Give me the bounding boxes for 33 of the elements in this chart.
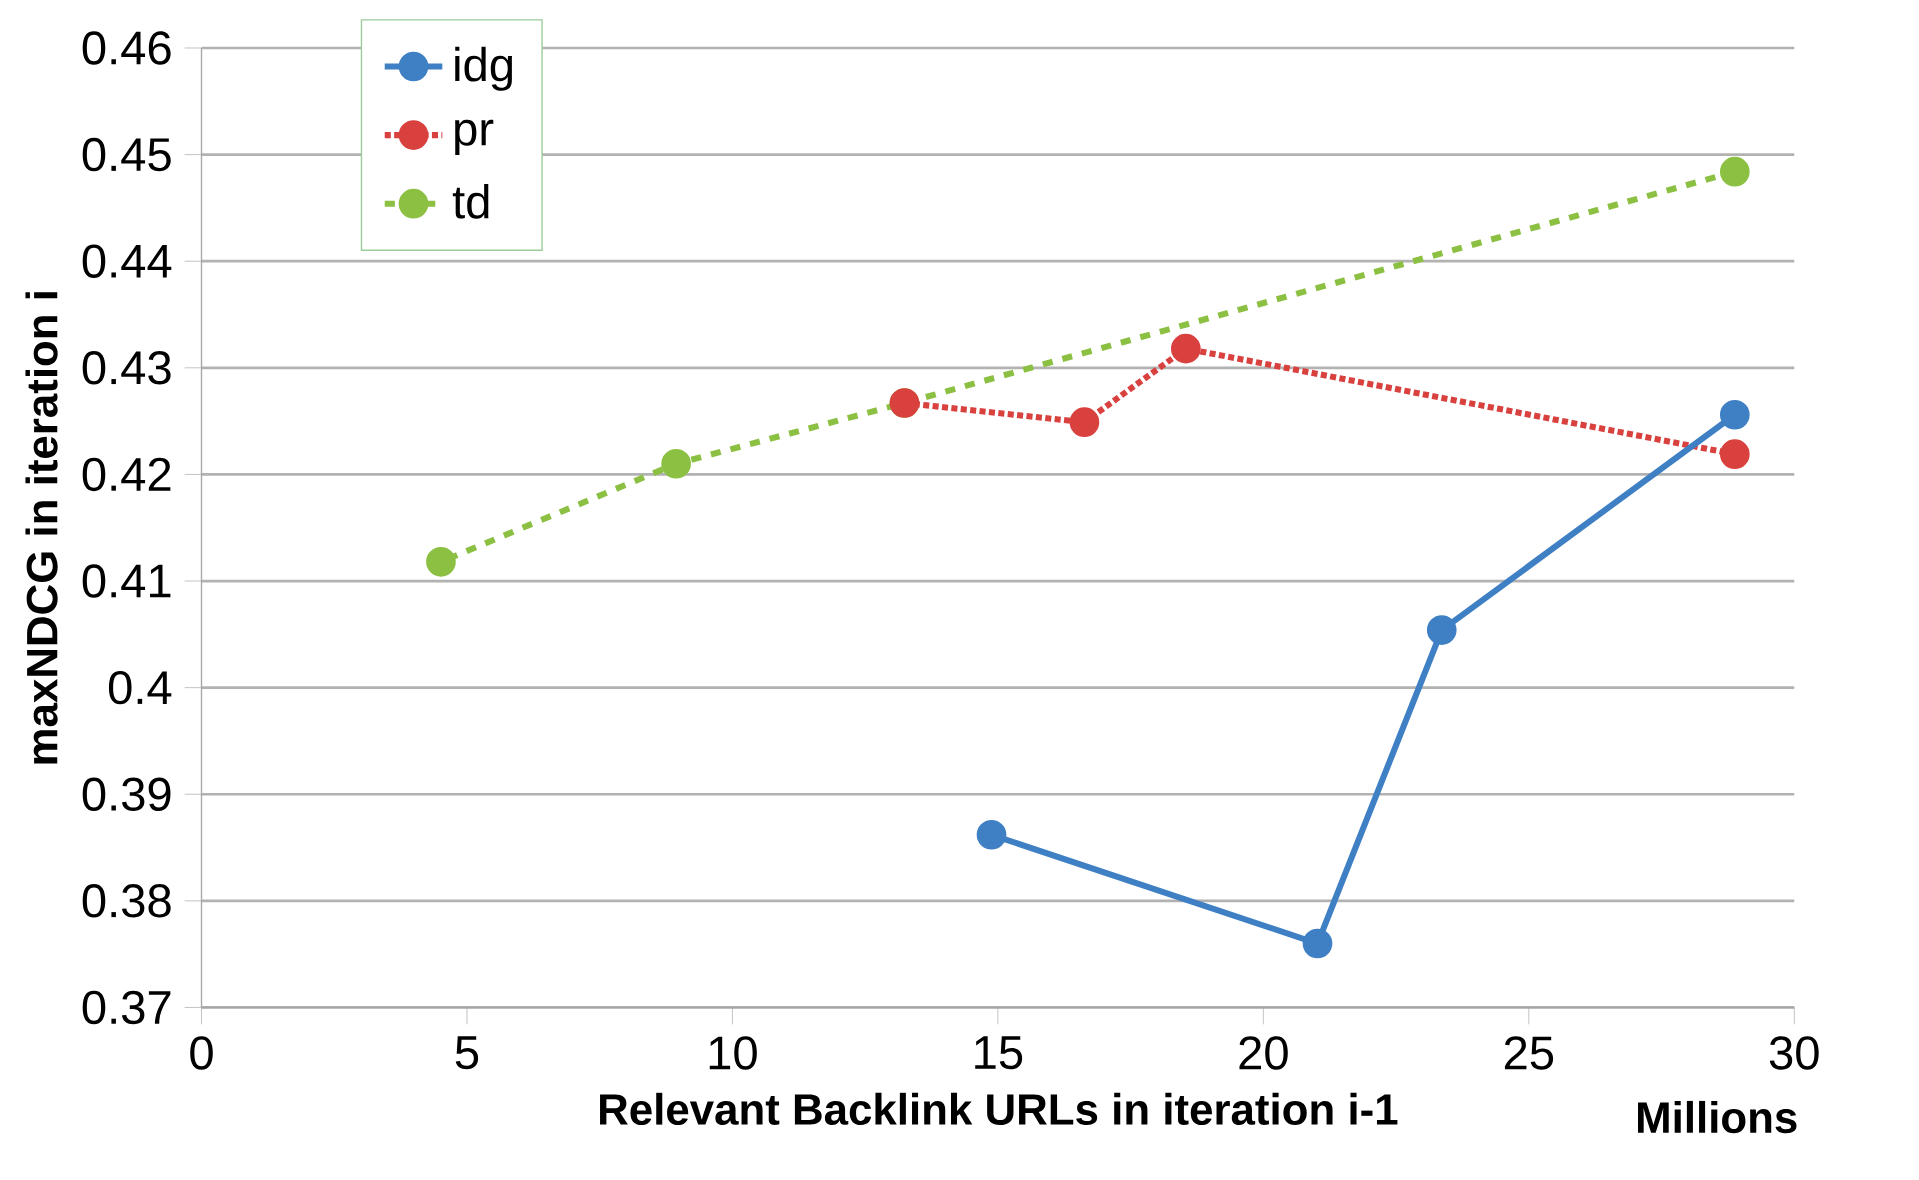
x-tick-label: 10 — [709, 1036, 757, 1070]
y-tick-label: 0.4 — [108, 670, 172, 705]
x-tick-label: 15 — [975, 1036, 1023, 1070]
point — [426, 546, 456, 577]
x-tick-label: 25 — [1504, 1036, 1554, 1070]
y-tick-label: 0.44 — [82, 244, 172, 278]
x-tick-label: 30 — [1769, 1036, 1819, 1070]
y-tick-label: 0.41 — [82, 564, 171, 598]
x-tick-label: 5 — [455, 1036, 479, 1070]
y-tick-label: 0.37 — [82, 990, 171, 1025]
legend-label: idg — [455, 46, 513, 91]
y-tick-label: 0.43 — [82, 350, 171, 385]
point — [1719, 439, 1750, 469]
point — [1302, 928, 1333, 959]
y-tick-label: 0.45 — [82, 137, 171, 172]
text: Millions — [1638, 1100, 1797, 1134]
y-tick-label: 0.38 — [82, 884, 171, 918]
y-tick-label: 0.42 — [82, 457, 171, 492]
point — [1069, 407, 1100, 437]
point — [1719, 156, 1750, 187]
y-axis-title: maxNDCG in iteration i — [25, 292, 58, 764]
y-tick-label: 0.39 — [82, 777, 171, 811]
x-tick-label: 0 — [190, 1036, 213, 1070]
point — [1426, 615, 1457, 645]
point — [1719, 399, 1750, 430]
legend-label: td — [452, 183, 489, 219]
point — [976, 819, 1007, 850]
legend-label: pr — [455, 119, 494, 155]
x-axis-title: Relevant Backlink URLs in iteration i-1 — [600, 1092, 1398, 1125]
x-tick-label: 20 — [1239, 1036, 1288, 1070]
point — [661, 448, 691, 479]
point — [1170, 333, 1201, 364]
y-tick-label: 0.46 — [82, 31, 171, 65]
